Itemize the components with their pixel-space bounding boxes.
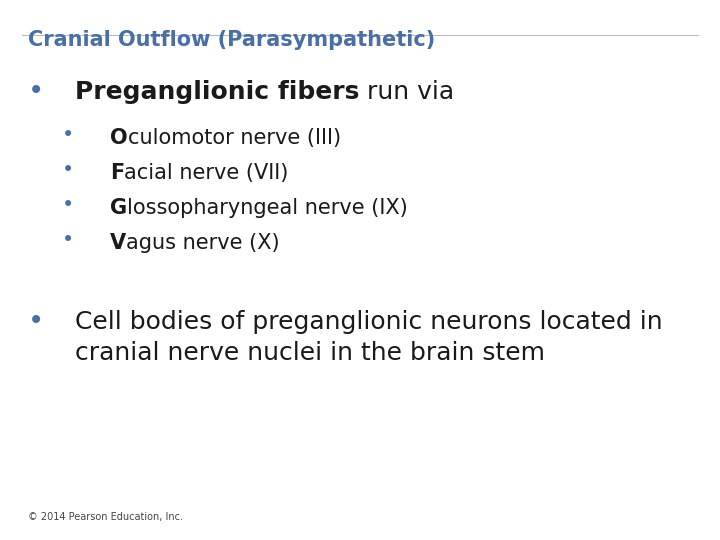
Text: Cranial Outflow (Parasympathetic): Cranial Outflow (Parasympathetic): [28, 30, 436, 50]
Text: Preganglionic fibers: Preganglionic fibers: [75, 80, 359, 104]
Text: •: •: [62, 230, 74, 250]
Text: Cell bodies of preganglionic neurons located in
cranial nerve nuclei in the brai: Cell bodies of preganglionic neurons loc…: [75, 310, 662, 364]
Text: lossopharyngeal nerve (IX): lossopharyngeal nerve (IX): [127, 198, 408, 218]
Text: run via: run via: [359, 80, 454, 104]
Text: V: V: [110, 233, 126, 253]
Text: G: G: [110, 198, 127, 218]
Text: O: O: [110, 128, 127, 148]
Text: agus nerve (X): agus nerve (X): [126, 233, 280, 253]
Text: •: •: [62, 125, 74, 145]
Text: © 2014 Pearson Education, Inc.: © 2014 Pearson Education, Inc.: [28, 512, 183, 522]
Text: •: •: [28, 307, 44, 335]
Text: •: •: [62, 195, 74, 215]
Text: •: •: [62, 160, 74, 180]
Text: F: F: [110, 163, 125, 183]
Text: •: •: [28, 77, 44, 105]
Text: culomotor nerve (III): culomotor nerve (III): [127, 128, 341, 148]
Text: acial nerve (VII): acial nerve (VII): [125, 163, 289, 183]
